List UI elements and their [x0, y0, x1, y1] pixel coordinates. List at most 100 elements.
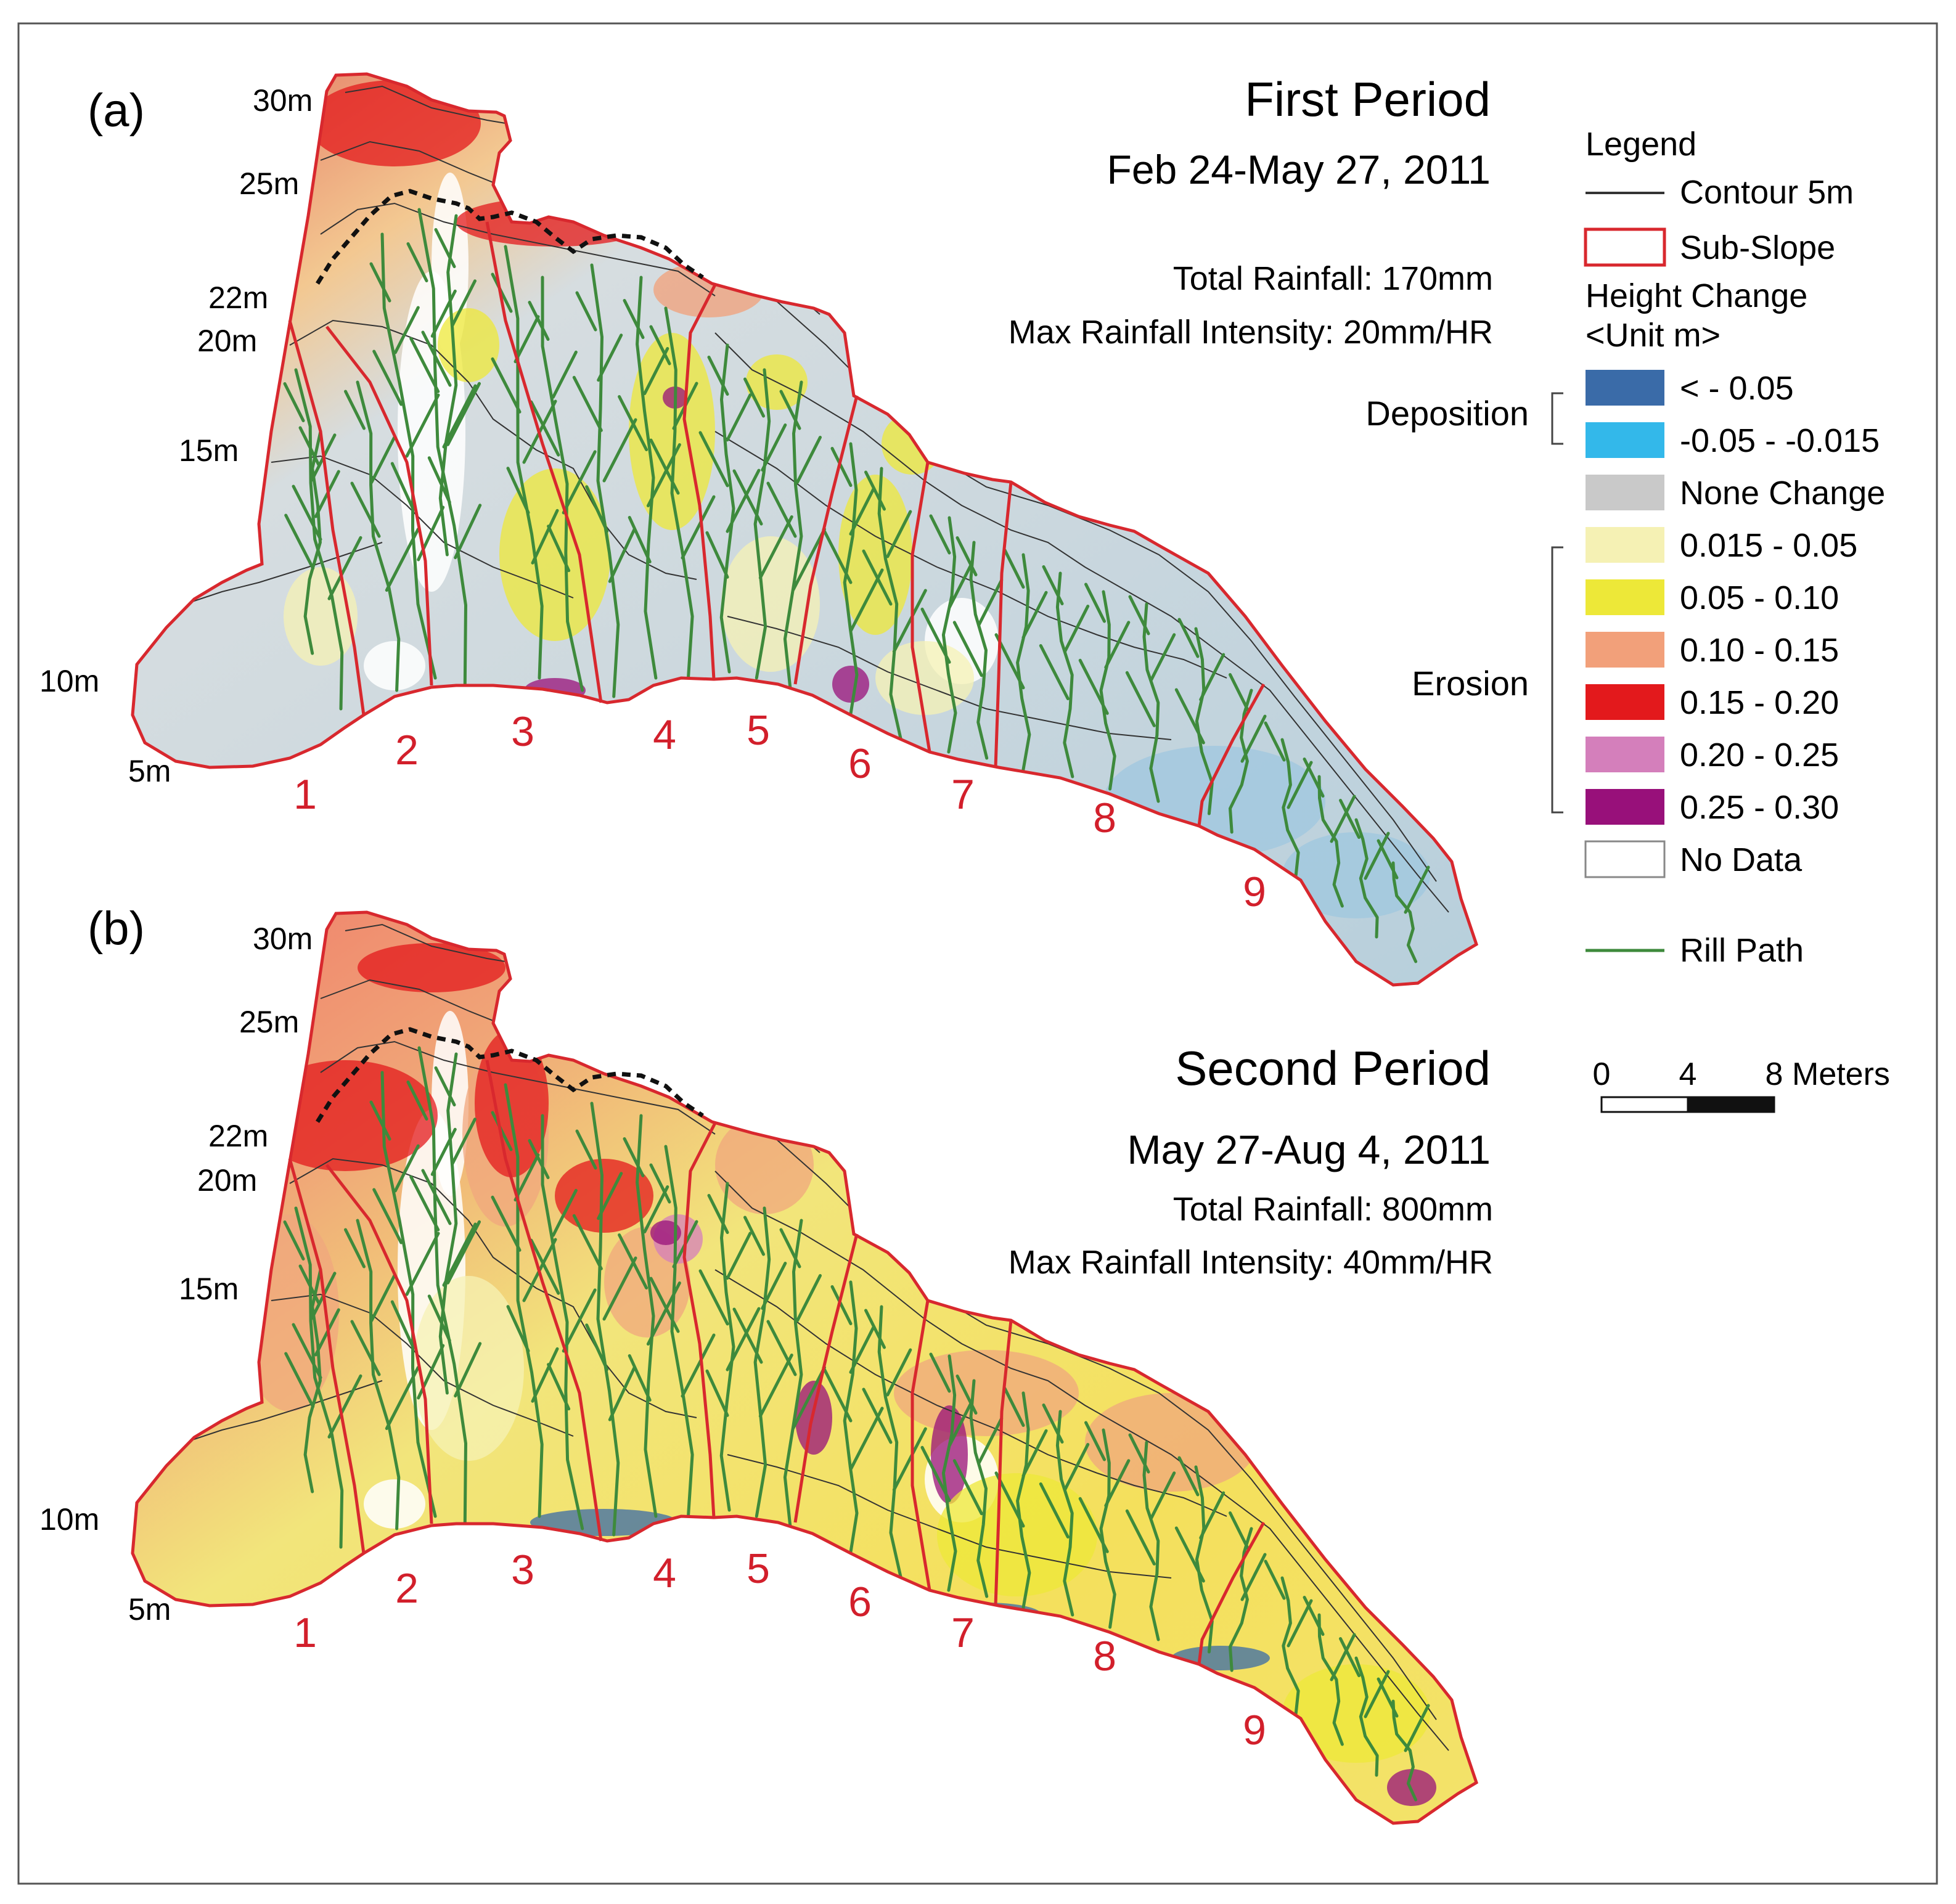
- rill-path: [1377, 839, 1430, 963]
- subslope-boundary: [325, 1164, 433, 1524]
- contour-line: [727, 1454, 1172, 1579]
- crest-dashed-line: [316, 1027, 704, 1123]
- height-change-patch: [937, 1473, 1097, 1596]
- rill-path: [1303, 1596, 1356, 1746]
- rill-path: [1125, 1433, 1176, 1641]
- subslope-boundary: [793, 395, 859, 685]
- legend-swatch-0: [1586, 370, 1664, 406]
- scale-tick-0: 0: [1593, 1056, 1611, 1092]
- subslope-label-2: 2: [395, 727, 419, 774]
- height-change-patch: [1282, 1664, 1430, 1763]
- subslope-label-1: 1: [293, 1609, 317, 1656]
- subslope-boundary: [1197, 683, 1266, 827]
- contour-label-25m: 25m: [239, 1005, 299, 1039]
- subslope-label-9: 9: [1243, 868, 1266, 915]
- scale-tick-8: 8: [1766, 1056, 1783, 1092]
- contour-line: [320, 1040, 716, 1135]
- rill-path: [1264, 1559, 1313, 1715]
- contour-label-15m: 15m: [179, 433, 239, 468]
- legend-class-label-3: 0.015 - 0.05: [1680, 527, 1857, 564]
- rill-path: [369, 1071, 445, 1518]
- contour-label-10m: 10m: [39, 664, 99, 698]
- rill-path: [1339, 1637, 1390, 1777]
- map-panel-b: [131, 910, 1479, 1825]
- contour-label-30m: 30m: [253, 83, 313, 118]
- rill-path: [1303, 758, 1356, 908]
- contour-line: [714, 1269, 1227, 1517]
- rill-path: [862, 1305, 927, 1580]
- crest-dashed-line: [316, 189, 704, 285]
- legend-subslope-label: Sub-Slope: [1680, 229, 1835, 266]
- contour-line: [271, 1293, 574, 1437]
- legend-swatch-1: [1586, 422, 1664, 458]
- rill-path: [732, 368, 793, 680]
- contour-label-5m: 5m: [128, 1592, 171, 1627]
- legend-height-change: Height Change: [1586, 277, 1807, 314]
- scale-tick-4: 4: [1679, 1056, 1697, 1092]
- contour-label-20m: 20m: [197, 324, 257, 358]
- subslope-boundary: [1197, 1521, 1266, 1665]
- rill-path: [369, 232, 445, 680]
- panel-intensity: Max Rainfall Intensity: 20mm/HR: [1009, 314, 1493, 351]
- height-change-patch: [555, 1159, 653, 1233]
- rill-path: [994, 1387, 1048, 1611]
- legend-swatch-7: [1586, 737, 1664, 772]
- rill-path: [284, 1264, 340, 1493]
- legend-class-label-1: -0.05 - -0.015: [1680, 422, 1880, 459]
- legend-rill-label: Rill Path: [1680, 932, 1804, 969]
- rill-path: [1339, 799, 1390, 939]
- subslope-boundary: [994, 481, 1013, 768]
- legend-subslope-swatch: [1584, 227, 1666, 267]
- rill-path: [1125, 595, 1176, 803]
- contour-label-5m: 5m: [128, 754, 171, 788]
- subslope-boundary: [682, 1122, 717, 1518]
- subslope-labels-b: 1 2 3 4 5 6 7 8 9: [293, 1545, 1266, 1754]
- rill-path: [406, 208, 482, 686]
- rill-path: [618, 276, 681, 680]
- contour-line: [345, 923, 506, 962]
- contour-line: [289, 319, 697, 580]
- subslope-label-1: 1: [293, 771, 317, 818]
- subslope-boundary: [288, 320, 366, 716]
- rill-path: [1264, 721, 1313, 877]
- panel-rainfall: Total Rainfall: 170mm: [1173, 260, 1493, 297]
- rill-path: [528, 1114, 597, 1530]
- legend: Legend Contour 5m Sub-Slope Height Chang…: [1365, 126, 1885, 969]
- panel-dates: Feb 24-May 27, 2011: [1107, 147, 1491, 192]
- subslope-labels-a: 1 2 3 4 5 6 7 8 9: [293, 707, 1266, 915]
- contour-label-22m: 22m: [208, 1119, 268, 1153]
- contour-line: [320, 202, 716, 296]
- rill-path: [1229, 1511, 1267, 1672]
- rill-path: [1039, 1403, 1090, 1617]
- rill-path: [822, 1280, 884, 1561]
- subslope-label-9: 9: [1243, 1707, 1266, 1754]
- panel-dates: May 27-Aug 4, 2011: [1127, 1127, 1491, 1172]
- subslope-boundary: [910, 1300, 931, 1591]
- height-change-patch: [875, 641, 974, 715]
- height-change-patch: [438, 308, 499, 382]
- panel-rainfall: Total Rainfall: 800mm: [1173, 1191, 1493, 1228]
- legend-contour-label: Contour 5m: [1680, 174, 1854, 211]
- panel-label: (a): [88, 84, 145, 137]
- legend-group-deposition: Deposition: [1365, 394, 1529, 433]
- contour-label-25m: 25m: [239, 166, 299, 201]
- subslope-outline: [131, 72, 1479, 987]
- contour-line: [714, 431, 1227, 679]
- subslope-label-6: 6: [848, 740, 872, 787]
- rill-path: [528, 276, 597, 692]
- height-change-patch: [499, 468, 610, 641]
- legend-class-label-7: 0.20 - 0.25: [1680, 737, 1839, 774]
- legend-class-label-9: No Data: [1680, 841, 1803, 878]
- legend-unit: <Unit m>: [1586, 317, 1721, 354]
- subslope-boundary: [793, 1233, 859, 1523]
- panel-title: Second Period: [1175, 1041, 1491, 1095]
- rill-path: [344, 380, 420, 692]
- contour-label-20m: 20m: [197, 1163, 257, 1198]
- rill-path: [994, 549, 1048, 772]
- subslope-label-4: 4: [653, 711, 676, 758]
- rill-path: [698, 1182, 761, 1512]
- subslope-label-6: 6: [848, 1579, 872, 1625]
- contour-label-22m: 22m: [208, 280, 268, 315]
- rill-path: [822, 442, 884, 723]
- rill-path: [920, 514, 974, 754]
